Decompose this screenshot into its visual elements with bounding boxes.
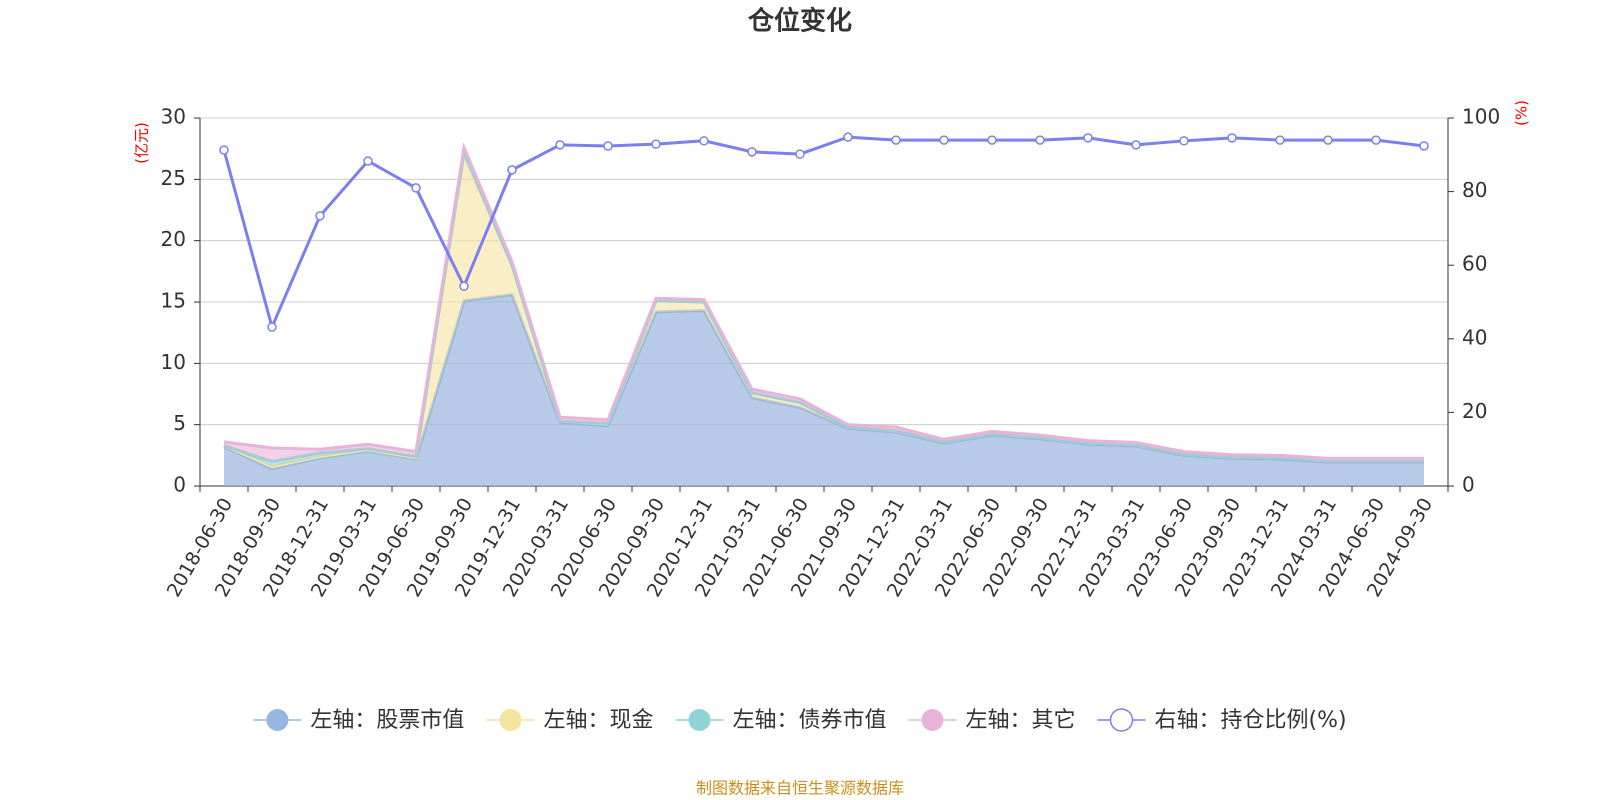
y2-unit: (%) xyxy=(1513,100,1531,126)
legend-label: 右轴：持仓比例(%) xyxy=(1154,708,1346,733)
y-tick-label: 10 xyxy=(161,350,186,374)
ratio-point xyxy=(699,136,709,146)
area xyxy=(224,147,1424,462)
ratio-point xyxy=(315,211,325,221)
y2-tick-label: 40 xyxy=(1462,325,1487,349)
ratio-point xyxy=(267,322,277,332)
y-tick-label: 0 xyxy=(173,473,186,497)
y2-tick-label: 20 xyxy=(1462,399,1487,423)
ratio-point xyxy=(987,135,997,145)
legend-marker xyxy=(499,709,522,731)
y-tick-label: 20 xyxy=(161,227,186,251)
y-tick-label: 25 xyxy=(161,166,186,190)
ratio-point xyxy=(651,139,661,149)
ratio-point xyxy=(603,141,613,151)
legend-marker xyxy=(688,709,711,731)
ratio-point xyxy=(1131,140,1141,150)
source-note: 制图数据来自恒生聚源数据库 xyxy=(696,779,904,798)
ratio-point xyxy=(219,145,229,155)
ratio-point xyxy=(1323,135,1333,145)
y2-tick-label: 0 xyxy=(1462,473,1475,497)
legend-marker xyxy=(1109,708,1134,732)
ratio-point xyxy=(891,135,901,145)
ratio-point xyxy=(843,132,853,142)
ratio-point xyxy=(1227,133,1237,143)
area-line xyxy=(223,142,1424,460)
ratio-point xyxy=(363,156,373,166)
legend-marker xyxy=(266,709,289,731)
ratio-point xyxy=(795,149,805,159)
ratio-point xyxy=(555,140,565,150)
ratio-point xyxy=(747,147,757,157)
ratio-point xyxy=(1371,135,1381,145)
chart-title: 仓位变化 xyxy=(747,6,852,37)
y-tick-label: 30 xyxy=(161,105,186,129)
y2-tick-label: 100 xyxy=(1462,105,1500,129)
area-line xyxy=(223,146,1424,464)
y2-tick-label: 80 xyxy=(1462,178,1487,202)
ratio-point xyxy=(1035,135,1045,145)
ratio-line xyxy=(222,135,1425,332)
ratio-point xyxy=(1179,136,1189,146)
legend-label: 左轴：债券市值 xyxy=(732,708,886,733)
ratio-point xyxy=(1275,135,1285,145)
ratio-point xyxy=(411,183,421,193)
y-tick-label: 5 xyxy=(173,411,186,435)
legend-marker xyxy=(921,709,944,731)
legend-label: 左轴：其它 xyxy=(965,708,1075,733)
ratio-point xyxy=(459,281,469,291)
ratio-point xyxy=(1419,141,1429,151)
legend-label: 左轴：股票市值 xyxy=(310,708,464,733)
legend-label: 左轴：现金 xyxy=(543,708,653,733)
legend: 左轴：股票市值 左轴：现金 左轴：债券市值 左轴：其它 右轴：持仓比例(%) xyxy=(253,708,1347,733)
ratio-point xyxy=(1083,133,1093,143)
y2-tick-label: 60 xyxy=(1462,252,1487,276)
y-tick-label: 15 xyxy=(161,289,186,313)
ratio-point xyxy=(939,135,949,145)
area xyxy=(224,294,1424,486)
ratio-point xyxy=(507,165,517,175)
y-unit: (亿元) xyxy=(133,122,151,164)
